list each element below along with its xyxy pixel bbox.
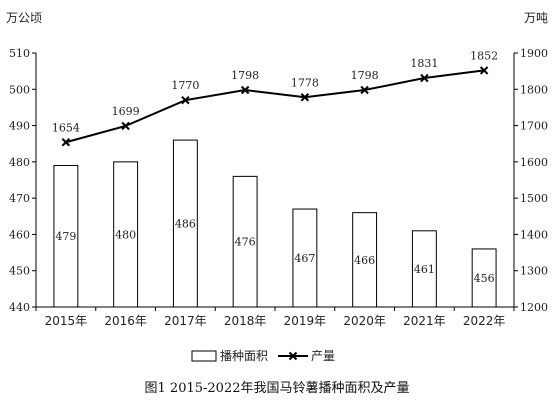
x-tick-label: 2020年 [343, 314, 386, 328]
bar-value-label: 479 [55, 230, 76, 243]
x-tick-label: 2019年 [284, 314, 327, 328]
y-right-tick-label: 1800 [520, 83, 548, 96]
line-point [121, 121, 130, 131]
y-left-tick-label: 440 [9, 301, 30, 314]
bar-value-label: 476 [235, 236, 256, 249]
bar-value-label: 466 [354, 254, 375, 267]
line-value-label: 1770 [171, 79, 199, 92]
y-left-tick-label: 470 [9, 192, 30, 205]
line-series [65, 69, 485, 144]
bar [292, 208, 318, 308]
y-right-tick-label: 1200 [520, 301, 548, 314]
bar [471, 248, 497, 308]
x-marker-stroke [181, 95, 190, 105]
x-marker-stroke [240, 85, 250, 95]
bar-value-label: 456 [474, 272, 495, 285]
line-point [61, 138, 71, 147]
y-left-unit: 万公顷 [6, 11, 42, 25]
bar-value-label: 486 [175, 218, 196, 231]
line-value-label: 1852 [470, 49, 498, 62]
x-marker-stroke [61, 138, 71, 147]
x-marker-stroke [420, 73, 429, 83]
labels-layer: 479 480 486 476 467 466 461 456 1654 1699 1770 1798… [52, 49, 498, 285]
bar [113, 161, 139, 308]
chart-caption: 图1 2015-2022年我国马铃薯播种面积及产量 [145, 381, 410, 396]
legend-label-bar: 播种面积 [220, 349, 268, 363]
line-value-label: 1798 [351, 69, 379, 82]
legend-swatch-bar [191, 350, 217, 362]
bar [411, 230, 437, 308]
bar [352, 212, 378, 308]
line-point [300, 93, 310, 102]
x-tick-label: 2022年 [463, 314, 506, 328]
legend-label-line: 产量 [311, 349, 335, 363]
x-marker-stroke [300, 93, 310, 102]
bar-value-label: 467 [294, 252, 315, 265]
line-point [420, 73, 429, 83]
bar [172, 139, 198, 308]
x-tick-label: 2018年 [224, 314, 267, 328]
y-right-tick-label: 1700 [520, 120, 548, 133]
bar [53, 164, 79, 308]
bar-value-label: 461 [414, 263, 435, 276]
y-right-tick-label: 1400 [520, 228, 548, 241]
x-marker-stroke [479, 66, 489, 75]
axes-layer: 440 450 460 470 480 490 500 510 1200 1300 1400 1500… [6, 11, 548, 328]
line-value-label: 1798 [231, 69, 259, 82]
y-left-tick-label: 490 [9, 120, 30, 133]
x-marker-stroke [360, 85, 369, 95]
line-value-label: 1699 [112, 105, 140, 118]
y-right-tick-label: 1300 [520, 265, 548, 278]
legend: 播种面积 产量 [191, 349, 335, 363]
x-tick-label: 2016年 [104, 314, 147, 328]
x-tick-label: 2021年 [403, 314, 446, 328]
line-layer [61, 66, 489, 147]
line-value-label: 1654 [52, 121, 80, 134]
y-right-tick-label: 1500 [520, 192, 548, 205]
bar-value-label: 480 [115, 228, 136, 241]
x-marker-stroke [121, 121, 130, 131]
y-right-tick-label: 1900 [520, 47, 548, 60]
bars-layer [53, 139, 497, 308]
y-right-unit: 万吨 [524, 11, 548, 25]
y-left-tick-label: 450 [9, 265, 30, 278]
bar [232, 175, 258, 308]
y-left-tick-label: 460 [9, 228, 30, 241]
y-left-tick-label: 510 [9, 47, 30, 60]
line-point [360, 85, 369, 95]
y-right-tick-label: 1600 [520, 156, 548, 169]
y-left-tick-label: 500 [9, 83, 30, 96]
legend-x-marker [288, 351, 298, 361]
line-point [240, 85, 250, 95]
line-value-label: 1831 [410, 57, 438, 70]
line-point [479, 66, 489, 75]
x-tick-label: 2015年 [45, 314, 88, 328]
y-left-tick-label: 480 [9, 156, 30, 169]
line-value-label: 1778 [291, 76, 319, 89]
x-tick-label: 2017年 [164, 314, 207, 328]
line-point [181, 95, 190, 105]
